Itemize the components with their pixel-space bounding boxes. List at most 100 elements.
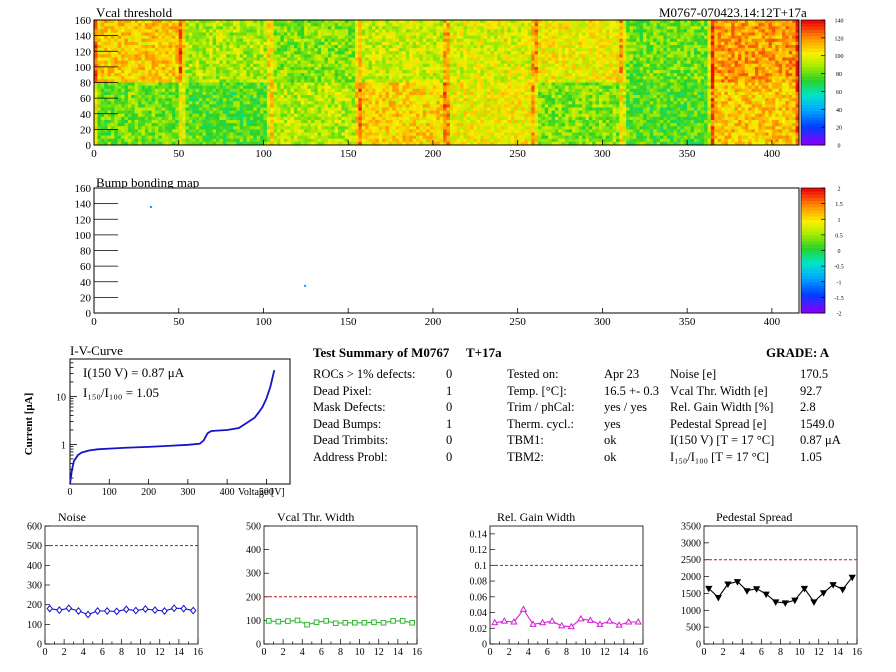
- vcal-cell: [324, 63, 329, 68]
- vcal-cell: [331, 66, 335, 71]
- vcal-cell: [687, 38, 691, 43]
- vcal-cell: [280, 54, 285, 58]
- vcal-cell: [310, 88, 315, 93]
- vcal-cell: [402, 73, 407, 77]
- vcal-cell: [748, 82, 752, 86]
- vcal-cell: [331, 79, 335, 83]
- vcal-cell: [582, 51, 586, 55]
- vcal-cell: [551, 73, 556, 77]
- vcal-cell: [327, 73, 332, 77]
- vcal-cell: [368, 63, 373, 68]
- vcal-cell: [683, 32, 688, 36]
- vcal-cell: [785, 66, 790, 71]
- vcal-cell: [771, 35, 776, 40]
- vcal-cell: [575, 76, 579, 80]
- vcal-cell: [744, 57, 749, 61]
- vcal-cell: [693, 79, 698, 83]
- vcal-cell: [531, 76, 535, 80]
- vcal-cell: [721, 38, 725, 43]
- vcal-cell: [280, 45, 285, 49]
- vcal-cell: [331, 48, 335, 52]
- vcal-cell: [155, 76, 159, 80]
- vcal-cell: [561, 51, 566, 55]
- vcal-cell: [138, 26, 142, 30]
- vcal-cell: [571, 41, 576, 46]
- vcal-cell: [226, 79, 230, 83]
- vcal-cell: [131, 45, 135, 49]
- vcal-cell: [277, 60, 281, 65]
- vcal-cell: [361, 54, 366, 58]
- vcal-cell: [100, 41, 105, 46]
- vcal-cell: [178, 54, 183, 58]
- vcal-cell: [710, 35, 715, 40]
- vcal-cell: [602, 91, 607, 96]
- vcal-cell: [368, 91, 373, 96]
- vcal-cell: [368, 29, 373, 33]
- vcal-cell: [385, 48, 390, 52]
- vcal-cell: [775, 60, 779, 65]
- vcal-cell: [263, 79, 268, 83]
- vcal-cell: [392, 26, 396, 30]
- vcal-cell: [443, 63, 447, 68]
- vcal-cell: [693, 66, 698, 71]
- vcal-cell: [639, 38, 644, 43]
- vcal-cell: [219, 88, 224, 93]
- vcal-cell: [270, 41, 274, 46]
- vcal-cell: [243, 35, 247, 40]
- vcal-cell: [571, 57, 576, 61]
- vcal-cell: [348, 82, 352, 86]
- vcal-cell: [605, 38, 610, 43]
- vcal-cell: [782, 54, 786, 58]
- vcal-cell: [636, 32, 640, 36]
- vcal-cell: [195, 79, 200, 83]
- vcal-cell: [541, 54, 546, 58]
- vcal-cell: [388, 91, 393, 96]
- vcal-cell: [565, 91, 569, 96]
- vcal-cell: [548, 73, 552, 77]
- vcal-cell: [371, 23, 376, 27]
- vcal-cell: [253, 54, 257, 58]
- vcal-cell: [449, 48, 454, 52]
- vcal-cell: [592, 54, 596, 58]
- vcal-cell: [463, 76, 468, 80]
- vcal-cell: [246, 35, 251, 40]
- vcal-cell: [348, 88, 352, 93]
- vcal-cell: [104, 70, 108, 74]
- vcal-cell: [168, 26, 173, 30]
- vcal-cell: [731, 48, 735, 52]
- vcal-cell: [588, 54, 593, 58]
- vcal-cell: [270, 23, 274, 27]
- vcal-cell: [361, 73, 366, 77]
- vcal-cell: [670, 23, 674, 27]
- vcal-cell: [368, 57, 373, 61]
- vcal-cell: [538, 76, 542, 80]
- vcal-cell: [595, 48, 600, 52]
- vcal-cell: [524, 63, 529, 68]
- vcal-cell: [185, 20, 190, 24]
- vcal-cell: [260, 63, 264, 68]
- vcal-cell: [785, 45, 790, 49]
- vcal-cell: [321, 70, 325, 74]
- vcal-cell: [161, 51, 166, 55]
- vcal-cell: [538, 38, 542, 43]
- vcal-cell: [188, 85, 193, 90]
- vcal-cell: [127, 48, 132, 52]
- vcal-cell: [94, 76, 98, 80]
- vcal-cell: [422, 82, 427, 86]
- vcal-cell: [385, 66, 390, 71]
- vcal-cell: [304, 41, 308, 46]
- vcal-cell: [538, 51, 542, 55]
- vcal-cell: [541, 51, 546, 55]
- vcal-cell: [490, 38, 495, 43]
- vcal-cell: [500, 20, 505, 24]
- vcal-cell: [534, 20, 539, 24]
- vcal-cell: [307, 41, 312, 46]
- vcal-cell: [317, 32, 322, 36]
- vcal-cell: [246, 82, 251, 86]
- vcal-cell: [354, 54, 359, 58]
- vcal-cell: [473, 85, 478, 90]
- vcal-cell: [273, 54, 278, 58]
- vcal-cell: [290, 38, 295, 43]
- vcal-cell: [541, 66, 546, 71]
- vcal-cell: [158, 45, 163, 49]
